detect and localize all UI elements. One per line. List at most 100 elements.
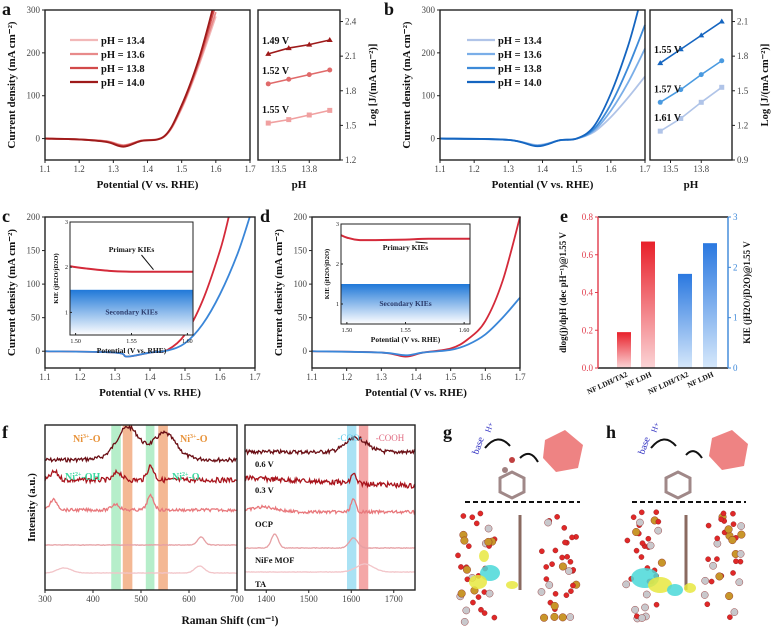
atom-icon — [562, 539, 568, 546]
panel-a-y-tick-label: 100 — [27, 91, 41, 101]
panel-f-annotation-ni3-o: Ni3+-O — [180, 434, 208, 445]
panel-e-left-y-tick-label: 0.8 — [582, 212, 594, 222]
panel-a-ph-series-line — [268, 69, 330, 85]
panel-e-bar-left — [641, 241, 655, 368]
panel-d-y-tick-label: 100 — [294, 279, 308, 289]
panel-f-xlabel: Raman Shift (cm⁻¹) — [181, 615, 278, 627]
panel-a-ph-y-tick-label: 1.5 — [345, 120, 357, 130]
panel-a-ph-series-line — [268, 109, 330, 124]
panel-a-legend-label: pH = 13.6 — [101, 50, 145, 61]
panel-a-x-tick-label: 1.4 — [142, 164, 154, 174]
atom-icon — [653, 601, 660, 608]
atom-icon — [570, 582, 576, 589]
panel-e-right-y-tick-label: 1 — [733, 313, 738, 323]
panel-b-y-tick-label: 0 — [431, 134, 436, 144]
panel-f-right-x-tick-label: 1700 — [385, 594, 404, 604]
panel-e-left-y-tick-label: 0.6 — [582, 250, 594, 260]
panel-a-ph-marker — [265, 120, 271, 126]
atom-icon — [715, 572, 724, 581]
panel-e-right-y-tick-label: 0 — [733, 363, 738, 373]
panel-c-x-tick-label: 1.7 — [249, 372, 261, 382]
panel-b-x-tick-label: 1.5 — [571, 164, 583, 174]
panel-a-x-tick-label: 1.1 — [39, 164, 50, 174]
atom-icon — [491, 614, 498, 621]
atom-icon — [549, 561, 555, 567]
panel-a-ylabel: Current density (mA cm⁻²) — [6, 21, 18, 148]
panel-a-y-tick-label: 200 — [27, 48, 41, 58]
benzene-ring-icon — [498, 470, 526, 500]
panel-c-x-tick-label: 1.6 — [214, 372, 226, 382]
panel-a-ph-marker — [306, 41, 313, 47]
panel-a-ph-xlabel: pH — [292, 179, 307, 191]
atom-icon — [484, 537, 493, 546]
panel-d-x-tick-label: 1.4 — [410, 372, 422, 382]
panel-a-ph-marker — [327, 107, 333, 113]
atom-icon — [481, 610, 488, 616]
panel-label-c: c — [2, 206, 10, 226]
panel-b-ph-series-line — [659, 86, 723, 132]
panel-f-spectrum-label: OCP — [255, 519, 273, 529]
panel-b-ph-xlabel: pH — [684, 179, 699, 191]
panel-f-spectrum-left — [44, 536, 238, 547]
panel-b-x-tick-label: 1.3 — [503, 164, 515, 174]
atom-icon — [466, 543, 472, 549]
panel-b-ph-y-tick-label: 0.9 — [737, 155, 749, 165]
panel-c-y-tick-label: 50 — [31, 313, 41, 323]
atom-icon — [633, 547, 640, 554]
panel-d-inset-kie-line — [340, 234, 471, 242]
panel-d-ylabel: Current density (mA cm⁻²) — [273, 229, 285, 356]
atom-icon — [714, 556, 720, 562]
atom-icon — [568, 588, 574, 594]
panel-b-x-tick-label: 1.1 — [434, 164, 445, 174]
atom-icon — [566, 613, 575, 621]
atom-icon — [622, 580, 630, 589]
panel-b-ylabel: Current density (mA cm⁻²) — [401, 21, 413, 148]
panel-c-secondary-kie-band — [70, 289, 193, 335]
atom-icon — [630, 514, 637, 521]
panel-label-d: d — [260, 206, 270, 226]
panel-b-ph-y-tick-label: 2.1 — [737, 17, 748, 27]
atom-icon — [564, 553, 570, 560]
panel-e-category-label: NF LDH/TA2 — [586, 370, 629, 397]
atom-icon — [477, 510, 484, 517]
panel-d-y-tick-label: 0 — [303, 346, 308, 356]
panel-c-inset-ylabel: KIE (jH2O/jD2O) — [53, 253, 60, 303]
panel-f-left-x-tick-label: 500 — [134, 594, 148, 604]
panel-e-bar-right — [703, 243, 717, 368]
panel-a-series-line — [44, 9, 214, 148]
panel-f-right-frame — [244, 424, 416, 591]
panel-b-ph-series-line — [659, 20, 723, 64]
panel-c-ylabel: Current density (mA cm⁻²) — [6, 229, 18, 356]
panel-b-ph-x-tick-label: 13.8 — [693, 164, 709, 174]
panel-b-ph-marker — [657, 128, 663, 134]
atom-icon — [730, 510, 736, 517]
panel-d-x-tick-label: 1.2 — [341, 372, 352, 382]
panel-c-inset-x-tick-label: 1.50 — [70, 339, 81, 345]
panel-a-ph-y-tick-label: 2.1 — [345, 51, 356, 61]
panel-c-x-tick-label: 1.2 — [74, 372, 85, 382]
atom-icon — [645, 535, 652, 542]
atom-icon — [455, 552, 461, 559]
atom-icon — [638, 554, 645, 560]
panel-f-spectrum-right — [244, 563, 416, 573]
panel-c-y-tick-label: 200 — [27, 212, 41, 222]
charge-density-isosurface — [479, 550, 489, 562]
atom-icon — [460, 513, 467, 519]
panel-e-ylabel-right: KIE (jH2O/jD2O)@1.55 V — [742, 241, 752, 344]
panel-f-band — [145, 425, 155, 590]
panel-c-y-tick-label: 100 — [27, 279, 41, 289]
panel-a-ph-marker — [265, 50, 272, 56]
panel-a-y-tick-label: 0 — [36, 134, 41, 144]
panel-b-legend-label: pH = 13.6 — [498, 50, 542, 61]
panel-b-legend-label: pH = 13.4 — [498, 36, 542, 47]
atom-icon — [470, 599, 476, 606]
panel-a-ph-marker — [286, 117, 292, 123]
atom-icon — [724, 525, 733, 534]
panel-f-band — [158, 425, 168, 590]
panel-b-ph-y-tick-label: 1.2 — [737, 120, 748, 130]
panel-a-ph-marker — [327, 67, 333, 73]
panel-a-ph-marker — [326, 37, 333, 42]
panel-a-x-tick-label: 1.6 — [210, 164, 222, 174]
atom-icon — [631, 605, 639, 614]
panel-a-x-tick-label: 1.2 — [74, 164, 85, 174]
